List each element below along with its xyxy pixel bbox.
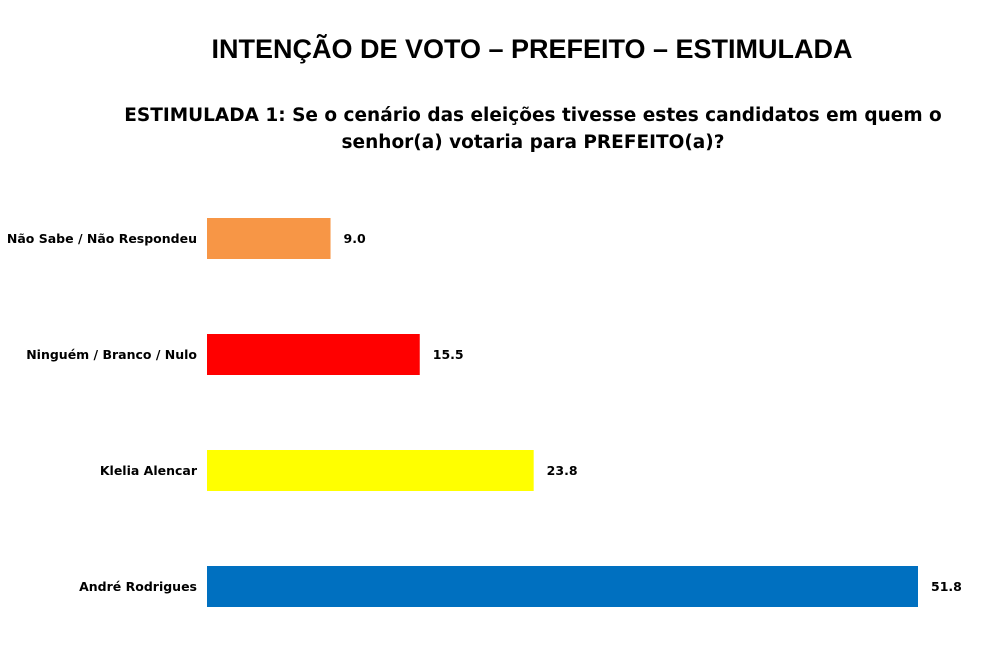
value-label-andre-rodrigues: 51.8 <box>931 579 962 594</box>
page-subtitle: ESTIMULADA 1: Se o cenário das eleições … <box>124 105 942 153</box>
value-label-klelia-alencar: 23.8 <box>547 463 578 478</box>
category-label-klelia-alencar: Klelia Alencar <box>100 463 198 478</box>
bar-ninguem-branco-nulo <box>207 334 420 375</box>
category-label-nao-sabe-nao-respondeu: Não Sabe / Não Respondeu <box>7 231 197 246</box>
category-label-andre-rodrigues: André Rodrigues <box>79 579 197 594</box>
value-label-ninguem-branco-nulo: 15.5 <box>433 347 464 362</box>
bar-andre-rodrigues <box>207 566 918 607</box>
page-title: INTENÇÃO DE VOTO – PREFEITO – ESTIMULADA <box>211 34 853 64</box>
bar-klelia-alencar <box>207 450 534 491</box>
value-label-nao-sabe-nao-respondeu: 9.0 <box>344 231 366 246</box>
category-label-ninguem-branco-nulo: Ninguém / Branco / Nulo <box>26 347 197 362</box>
bar-nao-sabe-nao-respondeu <box>207 218 331 259</box>
